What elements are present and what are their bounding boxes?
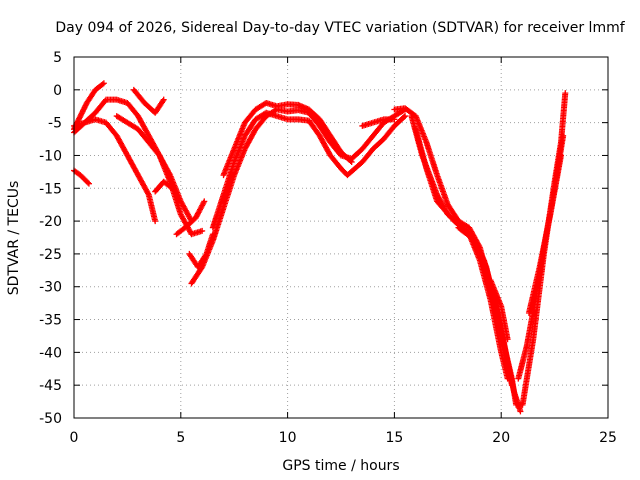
y-axis-label: SDTVAR / TECUs (6, 181, 22, 296)
data-point (84, 179, 91, 186)
data-point (152, 218, 159, 225)
y-tick-label: 5 (53, 50, 62, 66)
x-tick-label: 0 (70, 430, 79, 446)
series-arc-m (359, 116, 398, 129)
y-tick-label: -50 (39, 411, 62, 427)
x-tick-label: 10 (279, 430, 297, 446)
grid-layer (74, 57, 608, 418)
series-arc-l (220, 99, 355, 179)
x-tick-label: 20 (492, 430, 510, 446)
data-point (391, 116, 398, 123)
data-point (401, 114, 408, 121)
tick-layer: 0 5 10 15 20 25 5 0 -5 -10 -15 -20 -25 -30 -35 -40 -45 -5… (39, 50, 617, 446)
y-tick-label: -10 (39, 148, 62, 164)
series-arc-e (113, 113, 195, 225)
chart-title: Day 094 of 2026, Sidereal Day-to-day VTE… (55, 20, 625, 36)
y-tick-label: -40 (39, 345, 62, 361)
series-arc-g (152, 178, 176, 195)
data-point (348, 159, 355, 166)
data-point (558, 152, 565, 159)
data-point (560, 132, 567, 139)
data-point (145, 190, 152, 197)
y-tick-label: -45 (39, 378, 62, 394)
data-point (159, 97, 166, 104)
data-point (508, 382, 515, 389)
data-point (201, 198, 208, 205)
y-tick-label: 0 (53, 83, 62, 99)
y-tick-label: -5 (48, 116, 62, 132)
data-point (199, 227, 206, 234)
y-tick-label: -15 (39, 181, 62, 197)
y-tick-label: -25 (39, 247, 62, 263)
y-tick-label: -35 (39, 313, 62, 329)
data-point (100, 80, 107, 87)
data-point (168, 184, 175, 191)
data-point (166, 170, 173, 177)
x-tick-label: 25 (599, 430, 617, 446)
series-arc-r (487, 277, 511, 343)
data-point (402, 113, 409, 120)
x-axis-label: GPS time / hours (282, 458, 399, 474)
plot-frame (73, 56, 609, 419)
data-layer (71, 80, 569, 415)
series-arc-h (173, 198, 208, 238)
data-point (99, 81, 106, 88)
series-arc-p (412, 126, 511, 382)
data-point (517, 408, 524, 415)
y-tick-label: -20 (39, 214, 62, 230)
data-point (85, 180, 92, 187)
y-tick-label: -30 (39, 280, 62, 296)
series-arc-c (71, 96, 206, 238)
x-tick-label: 15 (385, 430, 403, 446)
series-arc-q (455, 224, 515, 389)
series-arc-d (71, 116, 159, 225)
data-point (504, 336, 511, 343)
series-arc-t (525, 152, 565, 316)
data-point (562, 90, 569, 97)
series-arc-f (130, 86, 167, 116)
data-point (169, 185, 176, 192)
series-arc-a (71, 167, 92, 187)
series-arc-k (209, 109, 409, 231)
x-tick-label: 5 (176, 430, 185, 446)
data-point (347, 158, 354, 165)
data-point (160, 96, 167, 103)
